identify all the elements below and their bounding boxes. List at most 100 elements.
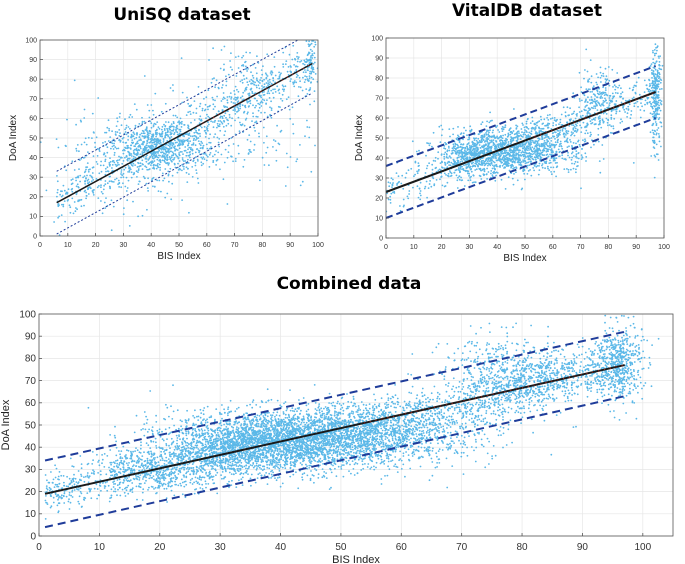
data-point [533,156,536,159]
data-point [46,479,48,482]
data-point [650,96,653,99]
data-point [553,131,556,133]
data-point [658,135,661,138]
data-point [527,135,529,138]
data-point [116,131,119,134]
data-point [59,193,61,196]
data-point [181,151,183,153]
data-point [599,117,601,120]
data-point [124,156,126,159]
data-point [261,88,263,90]
data-point [389,195,392,198]
data-point [516,161,519,164]
data-point [531,127,533,130]
data-point [263,164,266,166]
data-point [609,131,612,134]
data-point [329,143,331,145]
data-point [541,149,544,152]
data-point [312,78,315,81]
data-point [463,149,466,152]
data-point [237,116,240,119]
data-point [345,78,347,80]
data-point [471,140,474,143]
data-point [460,179,463,182]
data-point [87,136,90,139]
data-point [392,191,394,194]
data-point [546,156,549,159]
y-tick-label: 40 [29,155,37,162]
data-point [546,127,549,129]
data-point [495,154,498,157]
data-point [195,112,198,114]
data-point [441,184,444,187]
x-tick-label: 80 [259,242,267,249]
data-point [187,142,190,145]
data-point [223,63,225,66]
data-point [171,160,173,163]
data-point [522,144,524,146]
data-point [208,141,211,144]
data-point [301,89,304,92]
data-point [473,181,475,184]
data-point [152,113,155,116]
data-point [168,125,171,128]
data-point [639,116,642,119]
x-tick-label: 70 [577,244,585,251]
data-point [242,165,245,168]
data-point [575,168,577,171]
data-point [452,147,455,149]
data-point [159,159,162,162]
data-point [234,160,237,163]
data-point [505,141,507,144]
data-point [547,167,549,170]
data-point [447,385,449,387]
data-point [299,80,301,83]
data-point [289,80,292,83]
data-point [521,150,524,153]
data-point [287,96,290,99]
data-point [511,146,514,148]
data-point [530,130,533,133]
data-point [118,155,120,158]
data-point [200,462,202,465]
data-point [473,150,476,153]
data-point [313,26,315,28]
data-point [132,131,135,134]
data-point [443,167,446,170]
data-point [285,152,288,155]
data-point [163,146,166,148]
data-point [495,157,497,160]
data-point [608,124,611,126]
data-point [233,106,236,109]
data-point [116,117,118,120]
data-point [204,136,207,138]
data-point [419,198,422,201]
data-point [248,94,251,97]
data-point [103,152,106,155]
data-point [138,136,141,139]
data-point [221,115,224,118]
data-point [208,166,211,168]
data-point [304,69,306,71]
data-point [118,186,120,188]
data-point [440,134,443,137]
data-point [157,162,159,165]
data-point [475,137,477,140]
data-point [450,172,453,175]
data-point [343,142,345,144]
y-tick-label: 80 [375,75,383,82]
data-point [513,173,515,175]
x-tick-label: 10 [410,244,418,251]
data-point [293,64,295,66]
data-point [528,131,531,134]
data-point [146,133,149,136]
data-point [500,398,503,401]
data-point [429,180,431,182]
data-point [189,110,191,113]
data-point [537,139,540,142]
data-point [261,91,264,94]
chart-title: Combined data [277,274,422,294]
data-point [581,148,583,150]
data-point [65,495,68,498]
data-point [275,159,278,162]
